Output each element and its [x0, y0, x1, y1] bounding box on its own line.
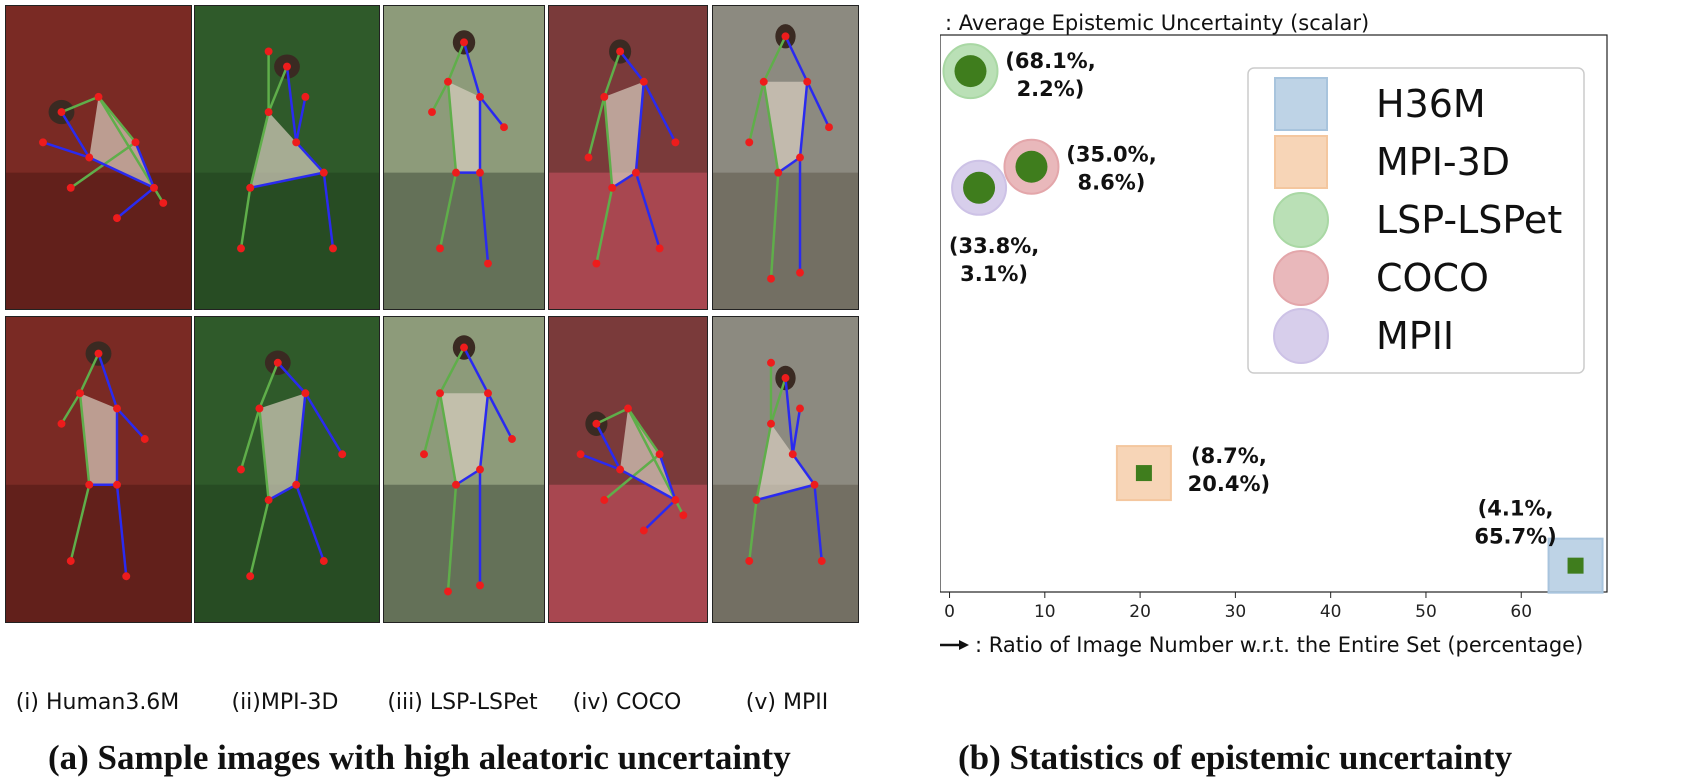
sample-image-mpi-3d-1	[194, 5, 380, 310]
point-mpi-3d	[1135, 465, 1152, 482]
annotation-lsp-lspet: (68.1%,	[1005, 49, 1095, 73]
annotation-coco: (35.0%,	[1066, 143, 1156, 167]
legend-label-mpii: MPII	[1376, 314, 1454, 358]
annotation-mpi-3d: 20.4%)	[1188, 472, 1270, 496]
sample-image-lsp-lspet-1	[383, 5, 545, 310]
annotation-coco: 8.6%)	[1078, 171, 1146, 195]
x-tick-label: 40	[1320, 602, 1342, 622]
column-label-mpi3d: (ii)MPI-3D	[231, 690, 339, 715]
sample-image-human3-6m-2	[5, 316, 192, 623]
legend-label-h36m: H36M	[1376, 82, 1486, 126]
legend-label-mpi-3d: MPI-3D	[1376, 140, 1510, 184]
sample-image-mpii-1	[712, 5, 859, 310]
annotation-lsp-lspet: 2.2%)	[1017, 77, 1085, 101]
sample-image-human3-6m-1	[5, 5, 192, 310]
legend-box	[1247, 67, 1585, 374]
point-lsp-lspet	[954, 55, 987, 88]
legend-marker-lsp-lspet	[1273, 192, 1329, 248]
legend-marker-mpi-3d	[1274, 135, 1328, 189]
sample-image-lsp-lspet-2	[383, 316, 545, 623]
annotation-mpii: 3.1%)	[960, 262, 1028, 286]
point-h36m	[1567, 557, 1584, 574]
left-caption: (a) Sample images with high aleatoric un…	[48, 738, 791, 777]
x-tick-label: 0	[944, 602, 955, 622]
annotation-h36m: 65.7%)	[1474, 525, 1556, 549]
x-tick-label: 20	[1129, 602, 1151, 622]
point-coco	[1015, 150, 1048, 183]
uncertainty-chart: 01020304050602345678: Average Epistemic …	[940, 11, 1608, 657]
y-axis-label: : Average Epistemic Uncertainty (scalar)	[945, 11, 1369, 35]
legend-marker-coco	[1273, 250, 1329, 306]
x-tick-label: 30	[1225, 602, 1247, 622]
column-label-coco: (iv) COCO	[572, 690, 682, 715]
x-tick-label: 10	[1034, 602, 1056, 622]
annotation-mpii: (33.8%,	[949, 234, 1039, 258]
x-axis-arrowhead	[959, 640, 969, 650]
column-label-human36m: (i) Human3.6M	[15, 690, 180, 715]
sample-image-coco-1	[548, 5, 708, 310]
annotation-mpi-3d: (8.7%,	[1191, 444, 1267, 468]
x-tick-label: 50	[1415, 602, 1437, 622]
legend-label-lsp-lspet: LSP-LSPet	[1376, 198, 1562, 242]
legend-marker-h36m	[1274, 77, 1328, 131]
x-tick-label: 60	[1510, 602, 1532, 622]
legend-label-coco: COCO	[1376, 256, 1489, 300]
sample-image-mpii-2	[712, 316, 859, 623]
annotation-h36m: (4.1%,	[1478, 497, 1554, 521]
column-label-lsp: (iii) LSP-LSPet	[387, 690, 538, 715]
sample-image-coco-2	[548, 316, 708, 623]
point-mpii	[963, 171, 996, 204]
plot-frame	[940, 34, 1608, 593]
column-label-mpii: (v) MPII	[745, 690, 829, 715]
x-axis-label: : Ratio of Image Number w.r.t. the Entir…	[975, 633, 1583, 657]
sample-image-mpi-3d-2	[194, 316, 380, 623]
right-caption: (b) Statistics of epistemic uncertainty	[958, 738, 1513, 777]
legend-marker-mpii	[1273, 308, 1329, 364]
